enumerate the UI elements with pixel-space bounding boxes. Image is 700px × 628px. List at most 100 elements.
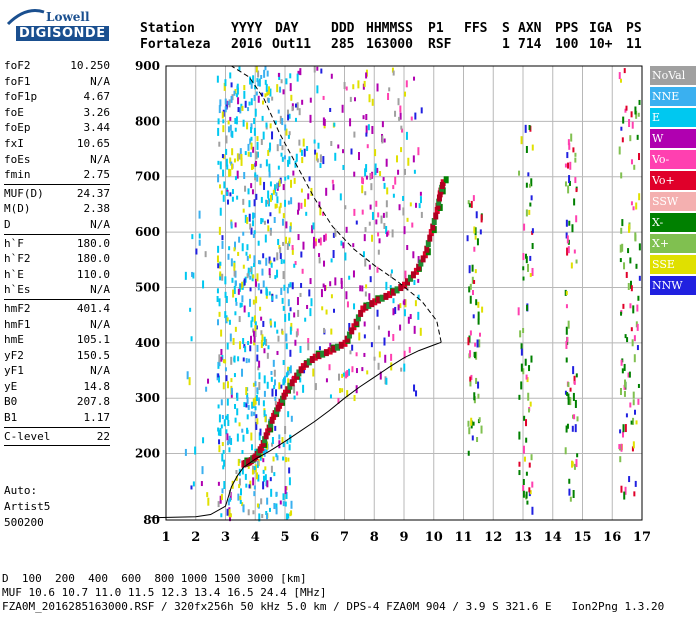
echo-speckle: [263, 69, 266, 78]
echo-speckle: [272, 189, 275, 195]
echo-speckle: [221, 273, 224, 281]
echo-speckle: [224, 291, 227, 298]
echo-speckle: [243, 85, 246, 91]
param-value: 1.17: [83, 411, 111, 425]
echo-speckle: [386, 187, 389, 195]
echo-speckle: [402, 195, 405, 201]
echo-speckle: [238, 283, 241, 291]
echo-speckle: [241, 105, 244, 111]
echo-speckle: [294, 261, 297, 266]
echo-speckle: [294, 160, 297, 168]
echo-speckle: [282, 184, 285, 191]
echo-speckle: [390, 353, 393, 361]
echo-speckle: [384, 354, 387, 363]
echo-speckle: [268, 274, 271, 279]
trace-ordinary: [422, 251, 428, 259]
trace-segment: [366, 301, 372, 309]
echo-speckle: [249, 298, 252, 307]
echo-speckle: [242, 198, 245, 205]
echo-speckle: [236, 153, 239, 162]
echo-speckle: [282, 305, 285, 311]
echo-speckle: [237, 458, 240, 466]
echo-speckle: [285, 78, 288, 85]
echo-speckle: [478, 417, 481, 423]
echo-speckle: [252, 330, 255, 337]
echo-speckle: [289, 222, 292, 230]
echo-speckle: [409, 202, 412, 207]
echo-speckle: [249, 287, 252, 292]
echo-speckle: [221, 240, 224, 249]
echo-speckle: [267, 345, 270, 350]
echo-speckle: [480, 425, 483, 434]
echo-speckle: [364, 191, 367, 196]
trace-segment: [353, 318, 359, 326]
param-row: D N/A: [4, 217, 110, 233]
echo-speckle: [565, 219, 568, 227]
echo-speckle: [287, 299, 290, 307]
echo-speckle: [381, 135, 384, 144]
echo-speckle: [290, 94, 293, 101]
echo-speckle: [374, 149, 377, 157]
echo-speckle: [242, 357, 245, 362]
echo-speckle: [620, 443, 623, 452]
echo-speckle: [333, 122, 336, 127]
echo-speckle: [267, 97, 270, 103]
topside-profile: [231, 65, 442, 343]
echo-speckle: [575, 215, 578, 223]
echo-speckle: [240, 103, 243, 108]
echo-speckle: [279, 247, 282, 254]
echo-speckle: [262, 458, 265, 463]
echo-speckle: [294, 103, 297, 108]
echo-speckle: [250, 183, 253, 189]
param-value: 10.65: [76, 136, 110, 150]
echo-speckle: [256, 78, 259, 83]
echo-speckle: [383, 222, 386, 229]
header-value-3: 285: [331, 37, 355, 52]
echo-speckle: [410, 116, 413, 121]
echo-speckle: [238, 341, 241, 350]
echo-speckle: [225, 148, 228, 155]
echo-speckle: [229, 492, 232, 501]
trace-segment: [369, 300, 375, 308]
echo-speckle: [256, 503, 259, 508]
echo-speckle: [469, 283, 472, 290]
echo-speckle: [330, 258, 333, 263]
echo-speckle: [619, 78, 622, 83]
echo-speckle: [472, 421, 475, 426]
trace-segment: [281, 392, 287, 400]
echo-speckle: [198, 233, 201, 239]
echo-speckle: [281, 118, 284, 126]
echo-speckle: [397, 98, 400, 106]
echo-speckle: [529, 202, 532, 207]
header-value-7: 1: [502, 37, 510, 52]
echo-speckle: [253, 491, 256, 497]
echo-speckle: [287, 283, 290, 288]
x-tick-label: 2: [191, 530, 200, 545]
echo-speckle: [269, 229, 272, 236]
echo-speckle: [415, 202, 418, 208]
echo-speckle: [390, 269, 393, 274]
echo-speckle: [259, 260, 262, 265]
echo-speckle: [273, 257, 276, 262]
param-value: 401.4: [76, 301, 110, 315]
echo-speckle: [252, 465, 255, 473]
trace-segment: [407, 274, 413, 282]
echo-speckle: [389, 273, 392, 278]
echo-speckle: [471, 435, 474, 441]
echo-speckle: [635, 202, 638, 210]
echo-speckle: [369, 173, 372, 181]
trace-segment: [404, 278, 410, 286]
param-value: 110.0: [76, 267, 110, 281]
echo-speckle: [241, 295, 244, 303]
echo-speckle: [518, 470, 521, 476]
echo-speckle: [378, 351, 381, 358]
echo-speckle: [256, 136, 259, 142]
echo-speckle: [623, 363, 626, 371]
echo-speckle: [481, 306, 484, 313]
echo-speckle: [374, 163, 377, 170]
param-name: foEs: [4, 152, 31, 166]
y-tick-label: 600: [135, 225, 160, 239]
echo-speckle: [309, 114, 312, 123]
echo-speckle: [247, 509, 250, 516]
echo-speckle: [228, 509, 231, 518]
